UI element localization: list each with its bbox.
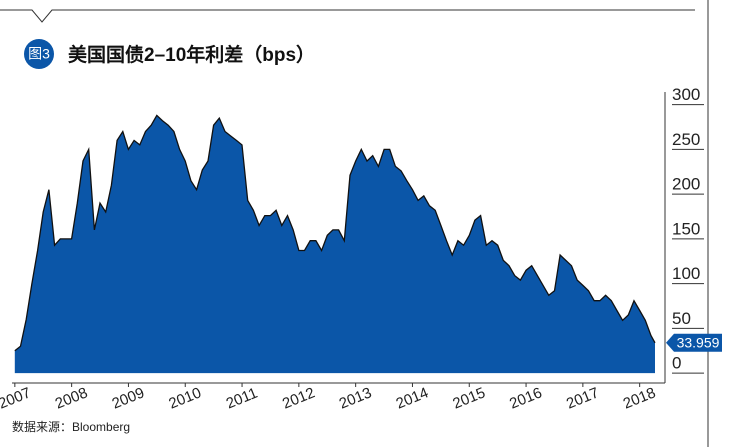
badge [24, 39, 54, 69]
x-tick-label: 2008 [53, 384, 90, 412]
x-tick-label: 2015 [450, 384, 487, 412]
header-rule [0, 9, 695, 23]
source: 数据来源：Bloomberg [12, 419, 130, 434]
x-tick-label: 2012 [280, 384, 317, 412]
badge-text: 图3 [28, 46, 50, 62]
x-tick-label: 2009 [110, 384, 147, 412]
x-tick-label: 2011 [224, 385, 260, 413]
x-tick-label: 2016 [507, 384, 544, 412]
x-tick-label: 2014 [394, 384, 431, 412]
last-value-label: 33.959 [677, 334, 720, 350]
y-tick-label: 100 [672, 264, 700, 283]
x-tick-label: 2010 [166, 384, 203, 412]
last-value-marker [666, 333, 722, 352]
y-tick-label: 0 [672, 354, 681, 373]
y-tick-label: 150 [672, 219, 700, 238]
x-tick-label: 2013 [337, 384, 374, 412]
area [14, 115, 656, 374]
y-tick-label: 250 [672, 130, 700, 149]
chart-title: 美国国债2–10年利差（bps） [68, 43, 315, 66]
x-tick-label: 2018 [621, 384, 658, 412]
y-tick-label: 300 [672, 85, 700, 104]
y-tick-label: 50 [672, 309, 691, 328]
x-tick-label: 2007 [0, 384, 33, 412]
y-tick-label: 200 [672, 175, 700, 194]
area-outline [14, 114, 656, 352]
x-tick-label: 2017 [564, 384, 601, 412]
